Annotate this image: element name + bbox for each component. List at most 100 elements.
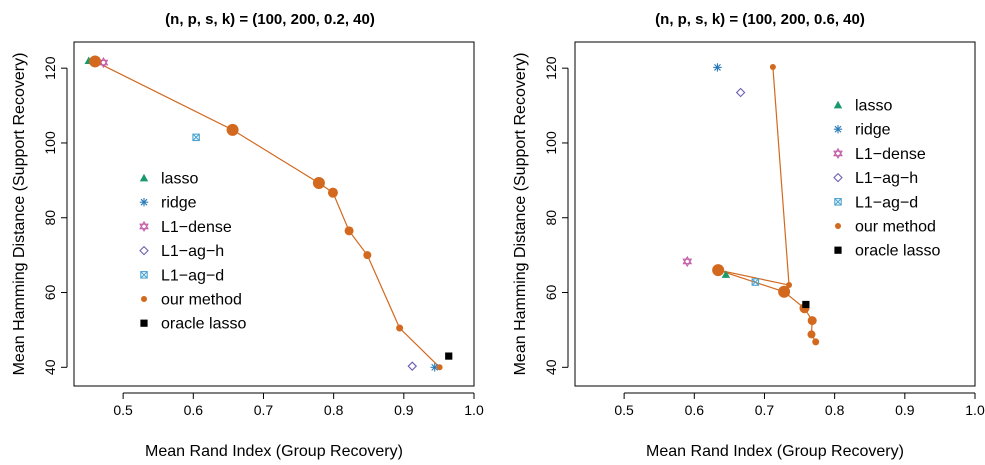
our-method-point [436, 364, 443, 371]
legend-label: our method [161, 292, 242, 309]
l1-ag-h-point [407, 361, 418, 371]
y-tick-label: 80 [543, 210, 559, 226]
our-method-point [226, 123, 239, 136]
ridge-legend-marker [139, 198, 149, 207]
our-method-point [312, 176, 325, 189]
y-axis-label: Mean Hamming Distance (Support Recovery) [512, 53, 529, 376]
y-tick-label: 60 [543, 285, 559, 301]
legend-label: L1−dense [161, 219, 232, 236]
y-tick-label: 100 [543, 131, 559, 155]
oracle-lasso-point [802, 300, 810, 309]
legend-item-oracle-lasso: oracle lasso [140, 316, 246, 333]
oracle-lasso-legend-marker [140, 319, 148, 327]
x-tick-label: 0.9 [895, 402, 915, 418]
legend-item-lasso: lasso [833, 98, 892, 115]
y-axis-label: Mean Hamming Distance (Support Recovery) [11, 53, 28, 376]
our-method-point [89, 55, 102, 68]
legend-label: L1−ag−h [855, 170, 918, 187]
our-method-legend-marker [835, 223, 841, 229]
y-tick-label: 120 [543, 56, 559, 80]
legend-item-l1-ag-h: L1−ag−h [833, 170, 918, 187]
legend-item-l1-ag-h: L1−ag−h [139, 243, 224, 260]
x-tick-label: 0.7 [254, 402, 274, 418]
legend-item-l1-ag-d: L1−ag−d [834, 194, 918, 211]
l1-ag-h-legend-marker [139, 245, 149, 256]
legend-item-our-method: our method [835, 219, 936, 236]
our-method-point [363, 251, 372, 260]
our-method-point [344, 226, 354, 236]
data-points [682, 63, 820, 346]
l1-ag-d-legend-marker [834, 198, 842, 206]
lasso-legend-marker [139, 173, 149, 182]
legend-label: ridge [161, 195, 197, 212]
legend-item-our-method: our method [141, 292, 242, 309]
our-method-point [396, 324, 404, 332]
plot-frame [574, 41, 976, 387]
x-tick-label: 0.7 [755, 402, 775, 418]
legend-label: oracle lasso [855, 243, 940, 260]
legend-label: L1−ag−d [855, 194, 918, 211]
legend-label: oracle lasso [161, 316, 246, 333]
x-axis-label: Mean Rand Index (Group Recovery) [646, 443, 904, 460]
l1-ag-d-point [751, 278, 760, 286]
x-axis-label: Mean Rand Index (Group Recovery) [145, 443, 403, 460]
our-method-legend-marker [141, 296, 147, 302]
legend-label: our method [855, 219, 936, 236]
panel-right: (n, p, s, k) = (100, 200, 0.6, 40) 0.5 0.… [512, 11, 985, 460]
legend: lasso ridge L1−dense L1−ag−h L1−ag−d our meth… [833, 98, 940, 260]
x-tick-label: 0.6 [685, 402, 705, 418]
l1-dense-point [98, 56, 109, 69]
legend-item-lasso: lasso [139, 171, 198, 188]
y-tick-label: 80 [42, 210, 58, 226]
axis-ticks: 0.5 0.6 0.7 0.8 0.9 1.0 40 60 80 100 120 [543, 56, 985, 418]
legend-item-oracle-lasso: oracle lasso [834, 243, 940, 260]
legend-label: L1−ag−d [161, 267, 224, 284]
l1-ag-h-point [735, 87, 746, 98]
legend-item-ridge: ridge [833, 122, 891, 139]
legend-label: lasso [855, 98, 892, 115]
l1-dense-point [682, 255, 693, 268]
l1-dense-legend-marker [139, 220, 149, 232]
our-method-path [717, 67, 817, 343]
our-method-point [327, 187, 338, 198]
axis-ticks: 0.5 0.6 0.7 0.8 0.9 1.0 40 60 80 100 120 [42, 56, 484, 418]
chart-title: (n, p, s, k) = (100, 200, 0.6, 40) [655, 11, 865, 28]
our-method-point [778, 285, 791, 298]
our-method-point [712, 264, 725, 277]
l1-ag-d-legend-marker [140, 271, 148, 279]
legend-label: L1−ag−h [161, 243, 224, 260]
legend-label: ridge [855, 122, 891, 139]
lasso-point [721, 270, 731, 278]
legend-label: lasso [161, 171, 198, 188]
our-method-path [94, 60, 441, 368]
x-tick-label: 0.6 [184, 402, 204, 418]
l1-ag-d-point [192, 133, 200, 142]
oracle-lasso-point [445, 352, 453, 360]
x-tick-label: 0.9 [394, 402, 414, 418]
l1-dense-legend-marker [833, 147, 843, 159]
our-method-point [786, 282, 793, 289]
our-method-point [812, 338, 820, 346]
x-tick-label: 1.0 [464, 402, 484, 418]
legend-item-l1-ag-d: L1−ag−d [140, 267, 224, 284]
legend-label: L1−dense [855, 146, 926, 163]
x-tick-label: 0.5 [113, 402, 133, 418]
oracle-lasso-legend-marker [834, 246, 842, 254]
ridge-point [713, 63, 722, 72]
our-method-point [807, 330, 816, 339]
legend-item-l1-dense: L1−dense [139, 219, 232, 236]
data-points [84, 55, 453, 372]
plot-frame [73, 41, 475, 387]
our-method-line [94, 60, 441, 368]
chart-title: (n, p, s, k) = (100, 200, 0.2, 40) [165, 11, 375, 28]
y-tick-label: 100 [42, 131, 58, 155]
y-tick-label: 60 [42, 285, 58, 301]
legend: lasso ridge L1−dense L1−ag−h L1−ag−d our meth… [139, 171, 246, 333]
y-tick-label: 120 [42, 56, 58, 80]
panel-left: (n, p, s, k) = (100, 200, 0.2, 40) 0.5 0.… [11, 11, 484, 460]
y-tick-label: 40 [42, 359, 58, 375]
x-tick-label: 1.0 [965, 402, 985, 418]
our-method-line [717, 67, 817, 343]
lasso-legend-marker [833, 100, 843, 109]
